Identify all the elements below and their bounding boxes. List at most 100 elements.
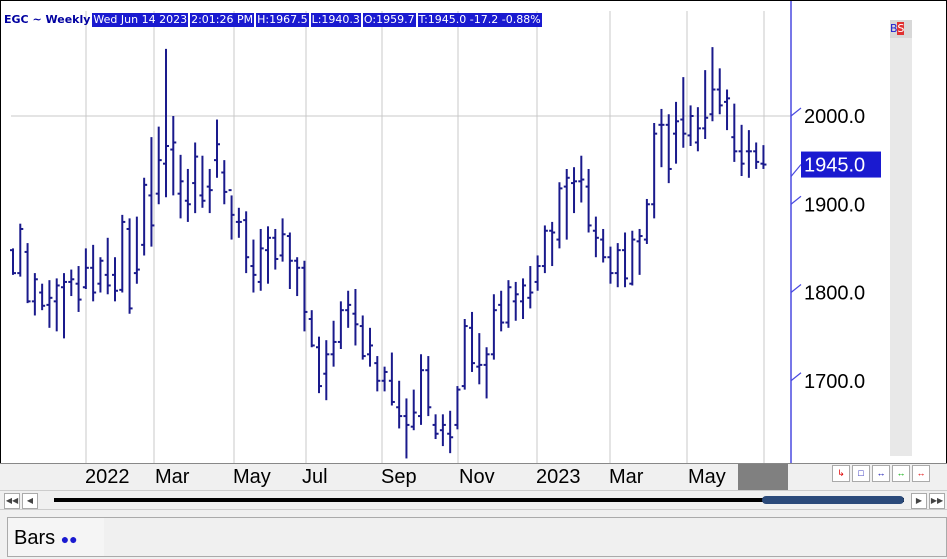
ohlc-bar xyxy=(410,389,417,431)
binoculars-icon: ●● xyxy=(60,531,78,547)
ohlc-bar xyxy=(643,198,650,244)
horizontal-scrollbar[interactable]: ◀◀ ◀ ▶ ▶▶ xyxy=(0,490,947,510)
time-axis[interactable]: 2022MarMayJulSepNov2023MarMayJul xyxy=(0,463,947,490)
y-tick xyxy=(790,372,802,382)
ohlc-bar xyxy=(184,168,191,222)
ohlc-bar xyxy=(600,228,607,263)
status-bar: Bars ●● xyxy=(0,510,947,559)
ohlc-bar xyxy=(330,320,337,367)
ohlc-bar xyxy=(367,327,374,367)
ohlc-bar xyxy=(257,228,264,291)
contract-red-icon[interactable]: ↔ xyxy=(912,465,930,482)
open-box: O:1959.7 xyxy=(362,13,416,27)
bs-button[interactable]: BS xyxy=(890,20,912,38)
y-tick xyxy=(790,107,802,117)
ohlc-bar xyxy=(228,189,235,240)
y-tick-label: 2000.0 xyxy=(804,106,865,128)
ohlc-bar xyxy=(68,269,75,297)
scroll-thumb[interactable] xyxy=(762,496,904,504)
x-tick-label: Sep xyxy=(381,466,417,488)
ohlc-bar xyxy=(745,130,752,178)
ohlc-bar xyxy=(46,280,53,328)
last-price-label: 1945.0 xyxy=(804,155,865,177)
ohlc-bar xyxy=(556,182,563,249)
y-tick-label: 1800.0 xyxy=(804,283,865,305)
ohlc-bar xyxy=(24,243,31,304)
bars-tab-label: Bars xyxy=(14,527,56,549)
price-chart[interactable]: 1700.0 1800.0 1900.0 2000.0 1945.0 xyxy=(1,1,947,464)
ohlc-bar xyxy=(155,126,162,205)
ohlc-bar xyxy=(665,114,672,184)
expand-green-icon[interactable]: ↔ xyxy=(892,465,910,482)
ohlc-bar xyxy=(607,246,614,284)
date-box: Wed Jun 14 2023 xyxy=(92,13,189,27)
ohlc-bar xyxy=(651,123,658,219)
scroll-right-icon[interactable]: ▶ xyxy=(911,493,927,509)
ohlc-bar xyxy=(112,257,119,302)
ohlc-bar xyxy=(439,414,446,447)
zoom-box-icon[interactable]: □ xyxy=(852,465,870,482)
ohlc-bar xyxy=(286,232,293,289)
ohlc-bar xyxy=(541,225,548,274)
future-area-marker xyxy=(738,464,788,490)
ohlc-bar xyxy=(177,154,184,219)
symbol-label: EGC ~ Weekly xyxy=(4,13,91,26)
ohlc-bar xyxy=(731,103,738,162)
ohlc-bar xyxy=(483,347,490,399)
zoom-fit-icon[interactable]: ↳ xyxy=(832,465,850,482)
x-tick-label: May xyxy=(233,466,271,488)
expand-horizontal-icon[interactable]: ↔ xyxy=(872,465,890,482)
ohlc-bar xyxy=(170,116,177,196)
ohlc-bar xyxy=(75,266,82,312)
ohlc-bar xyxy=(527,266,534,309)
scroll-start-icon[interactable]: ◀◀ xyxy=(4,493,20,509)
ohlc-bar xyxy=(352,288,359,346)
ohlc-bar xyxy=(673,101,680,164)
ohlc-bar xyxy=(206,168,213,214)
scroll-left-icon[interactable]: ◀ xyxy=(22,493,38,509)
ohlc-bar xyxy=(498,290,505,332)
ohlc-bar xyxy=(316,336,323,394)
ohlc-bar xyxy=(490,294,497,360)
ohlc-bar xyxy=(97,257,104,293)
ohlc-bar xyxy=(323,340,330,401)
last-box: T:1945.0 -17.2 -0.88% xyxy=(417,13,542,27)
ohlc-bar xyxy=(31,273,38,316)
x-tick-label: 2023 xyxy=(536,466,581,488)
chart-mini-buttons: ↳ □ ↔ ↔ ↔ xyxy=(832,465,930,482)
ohlc-bar xyxy=(141,177,148,256)
y-tick-label: 1700.0 xyxy=(804,371,865,393)
scroll-track[interactable] xyxy=(54,498,904,502)
ohlc-bar xyxy=(119,214,126,293)
ohlc-bar xyxy=(403,398,410,459)
ohlc-bar xyxy=(10,248,16,275)
ohlc-bar xyxy=(199,155,206,208)
right-scale-strip[interactable] xyxy=(890,20,912,456)
chart-area[interactable]: 1700.0 1800.0 1900.0 2000.0 1945.0 EGC ~ Wee… xyxy=(0,0,947,464)
ohlc-bar xyxy=(563,168,570,240)
ohlc-bar xyxy=(687,105,694,147)
ohlc-bar xyxy=(432,414,439,440)
ohlc-bar xyxy=(17,223,24,277)
bars-tab[interactable]: Bars ●● xyxy=(7,517,105,557)
ohlc-bar xyxy=(534,255,541,291)
ohlc-bar xyxy=(243,211,250,274)
ohlc-bar xyxy=(680,77,687,148)
ohlc-bar xyxy=(53,278,60,332)
ohlc-bar xyxy=(694,107,701,152)
ohlc-bar xyxy=(381,366,388,392)
x-tick-label: Nov xyxy=(459,466,495,488)
ohlc-bar xyxy=(585,168,592,233)
ohlc-bar xyxy=(250,239,257,293)
ohlc-bar xyxy=(469,311,476,372)
scroll-end-icon[interactable]: ▶▶ xyxy=(929,493,945,509)
ohlc-bar xyxy=(702,70,709,139)
ohlc-bar xyxy=(476,333,483,385)
ohlc-bar xyxy=(301,260,308,332)
ohlc-bar xyxy=(192,142,199,214)
x-tick-label: May xyxy=(688,466,726,488)
ohlc-bar xyxy=(396,380,403,429)
quote-info-bar: EGC ~ Weekly Wed Jun 14 2023 2:01:26 PM … xyxy=(4,13,542,27)
ohlc-bar xyxy=(614,243,621,288)
ohlc-bar xyxy=(425,356,432,417)
